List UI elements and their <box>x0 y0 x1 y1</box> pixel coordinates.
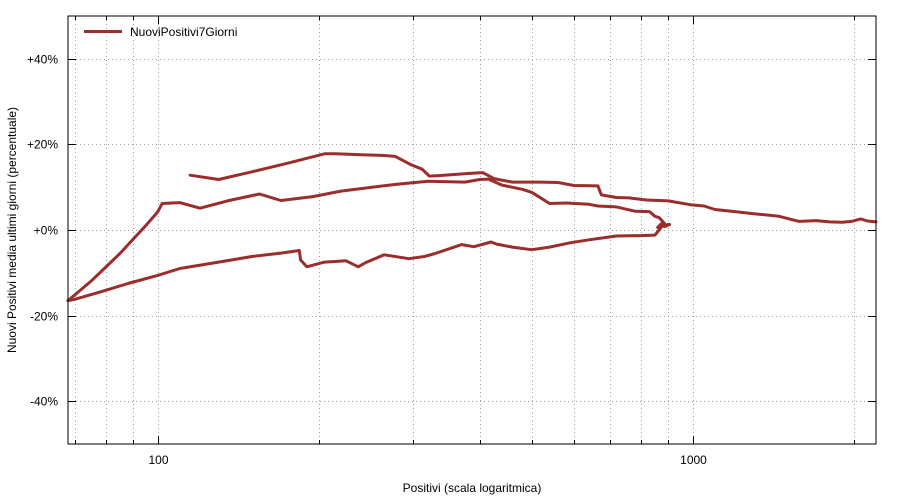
series-line-2 <box>66 177 670 303</box>
legend-label: NuoviPositivi7Giorni <box>130 25 237 39</box>
y-tick-label: -40% <box>30 395 58 409</box>
grid-layer <box>68 16 876 444</box>
y-axis-title: Nuovi Positivi media ultimi giorni (perc… <box>5 107 19 353</box>
y-tick-label: -20% <box>30 310 58 324</box>
tick-layer: 100 1000 +40% +20% +0% -20% -40% <box>27 16 876 467</box>
series-line-0 <box>188 152 878 224</box>
y-tick-label: +40% <box>27 53 58 67</box>
x-tick-label: 100 <box>148 453 168 467</box>
x-tick-label: 1000 <box>680 453 707 467</box>
legend: NuoviPositivi7Giorni <box>84 25 237 39</box>
y-tick-label: +20% <box>27 138 58 152</box>
y-tick-label: +0% <box>34 224 59 238</box>
x-axis-title: Positivi (scala logaritmica) <box>403 481 542 495</box>
series-line-1 <box>66 221 672 303</box>
series-layer <box>66 152 878 303</box>
